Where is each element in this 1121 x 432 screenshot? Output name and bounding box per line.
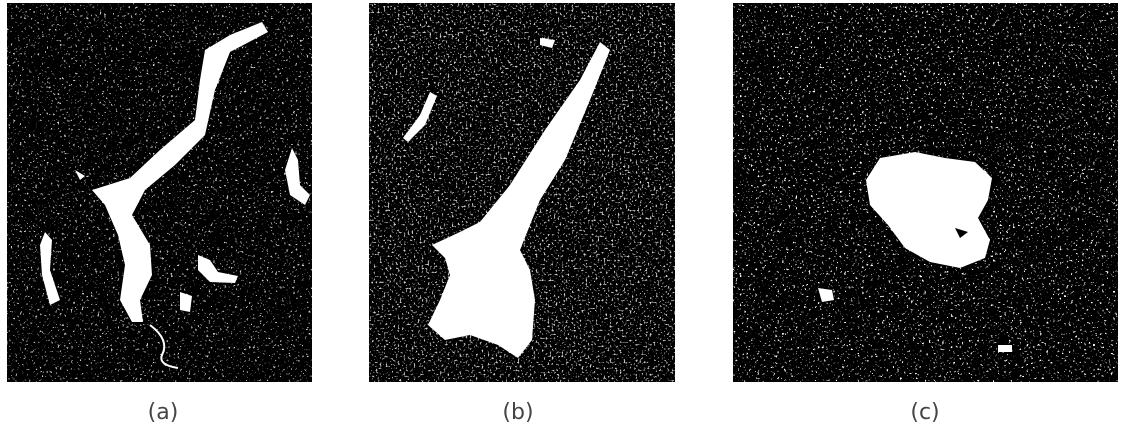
lake bbox=[92, 22, 268, 322]
lake bbox=[540, 38, 555, 48]
river bbox=[149, 324, 179, 369]
panel-label: (c) bbox=[910, 400, 939, 425]
panel-label: (b) bbox=[502, 400, 533, 425]
island bbox=[955, 228, 968, 238]
lake bbox=[75, 170, 85, 180]
panel-c bbox=[733, 3, 1118, 382]
lake bbox=[285, 148, 310, 205]
speckle bbox=[7, 3, 312, 382]
lake bbox=[998, 345, 1012, 352]
lake bbox=[403, 92, 437, 142]
panel-a bbox=[7, 3, 312, 382]
lake bbox=[818, 288, 834, 302]
lake bbox=[866, 152, 992, 268]
lake bbox=[428, 42, 610, 358]
panel-label: (a) bbox=[148, 400, 179, 425]
lake bbox=[40, 232, 60, 305]
lake bbox=[198, 255, 238, 283]
lake bbox=[180, 292, 192, 312]
panel-b bbox=[369, 3, 675, 382]
